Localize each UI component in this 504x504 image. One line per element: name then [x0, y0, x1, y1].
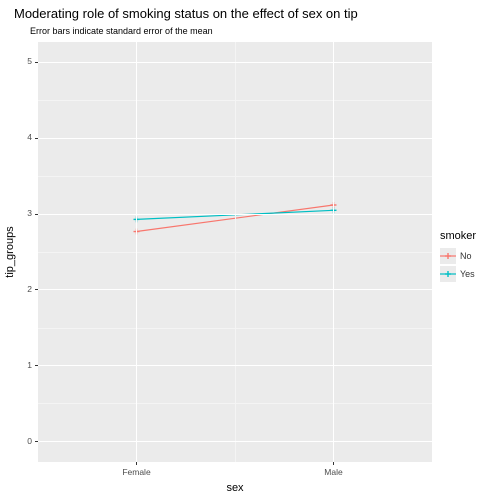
gridline-major	[38, 441, 432, 442]
chart-container: Moderating role of smoking status on the…	[0, 0, 504, 504]
legend-key	[440, 248, 456, 264]
legend-title: smoker	[440, 230, 476, 242]
y-tick	[35, 365, 38, 366]
y-tick	[35, 214, 38, 215]
legend-item: Yes	[440, 266, 476, 282]
y-axis-label: tip_groups	[4, 226, 16, 277]
y-tick	[35, 62, 38, 63]
y-tick-label: 4	[12, 132, 32, 142]
y-tick	[35, 289, 38, 290]
gridline-major	[38, 214, 432, 215]
y-tick-label: 3	[12, 208, 32, 218]
gridline-major	[136, 42, 137, 462]
y-tick-label: 0	[12, 436, 32, 446]
gridline-major	[38, 62, 432, 63]
x-tick-label: Female	[122, 467, 150, 477]
legend-item: No	[440, 248, 476, 264]
gridline-minor	[235, 42, 236, 462]
x-tick	[136, 462, 137, 465]
y-tick-label: 2	[12, 284, 32, 294]
legend-label: Yes	[460, 269, 475, 279]
y-tick	[35, 138, 38, 139]
gridline-major	[333, 42, 334, 462]
x-axis-label: sex	[226, 482, 243, 494]
legend: smoker No Yes	[440, 230, 476, 284]
gridline-major	[38, 289, 432, 290]
gridline-major	[38, 365, 432, 366]
y-tick-label: 1	[12, 360, 32, 370]
y-tick-label: 5	[12, 56, 32, 66]
x-tick	[333, 462, 334, 465]
y-tick	[35, 441, 38, 442]
x-tick-label: Male	[324, 467, 342, 477]
legend-label: No	[460, 251, 472, 261]
legend-key	[440, 266, 456, 282]
gridline-major	[38, 138, 432, 139]
